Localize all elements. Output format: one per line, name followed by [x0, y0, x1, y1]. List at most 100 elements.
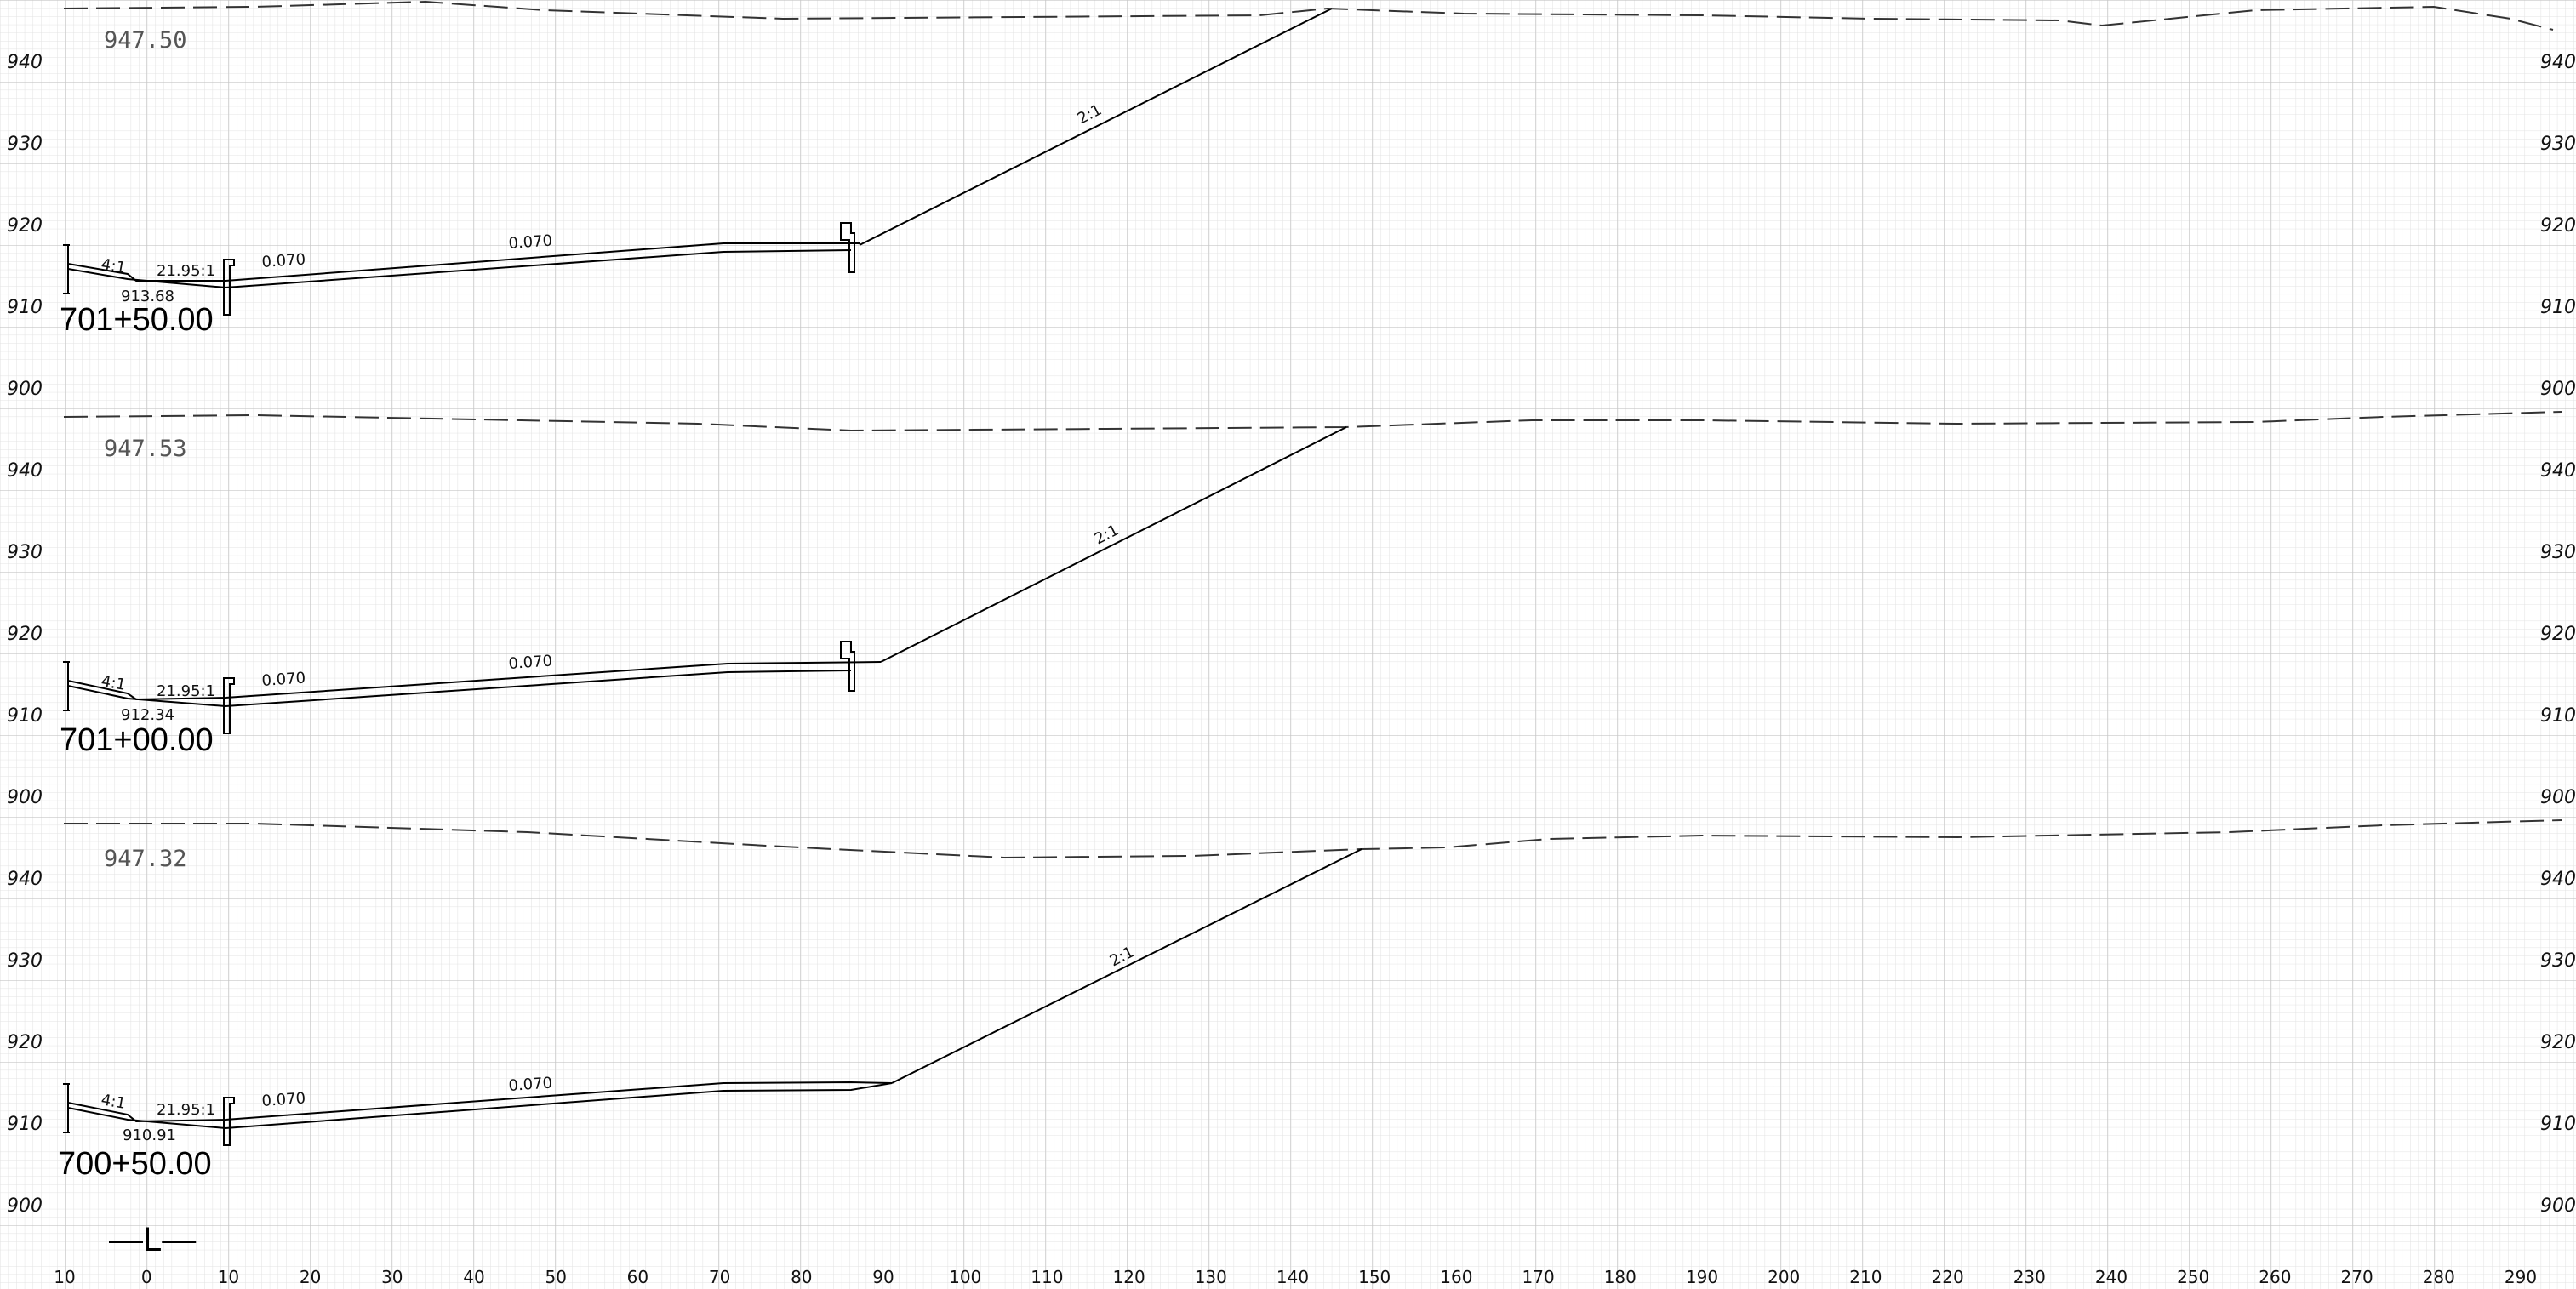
offset-label: 220	[1932, 1267, 1964, 1287]
left-curb	[223, 677, 235, 734]
pavement-top	[67, 242, 860, 282]
offset-label: 10	[54, 1267, 75, 1287]
section-701-50-labels: 947.50 4:1 21.95:1 0.070 0.070 2:1 913.6…	[60, 27, 1105, 338]
offset-label: 70	[709, 1267, 730, 1287]
left-limit-bracket	[63, 1083, 70, 1133]
section-701-00-labels: 947.53 4:1 21.95:1 0.070 0.070 2:1 912.3…	[60, 436, 1122, 758]
ditch-slope-label: 21.95:1	[157, 682, 215, 700]
station-label: 701+50.00	[60, 302, 214, 338]
elevation-label: 920	[7, 215, 43, 237]
offset-label: 140	[1277, 1267, 1309, 1287]
fill-slope-label: 4:1	[100, 255, 127, 277]
low-point-elevation-label: 913.68	[121, 288, 174, 305]
offset-label: 160	[1440, 1267, 1472, 1287]
fill-slope-label: 4:1	[100, 1091, 127, 1113]
pavement-bottom	[67, 1082, 893, 1130]
ground-elevation-label: 947.32	[104, 846, 187, 872]
elevation-label: 900	[2540, 1195, 2576, 1217]
section-700-50	[63, 819, 2562, 1146]
elevation-label: 910	[7, 297, 43, 318]
left-curb	[223, 259, 235, 316]
existing-ground-line	[63, 411, 2562, 432]
fill-slope-label: 4:1	[100, 672, 127, 694]
offset-label: 250	[2177, 1267, 2209, 1287]
cut-slope-line	[859, 8, 1333, 246]
elevation-label: 920	[2540, 215, 2576, 237]
elevation-label: 930	[7, 542, 43, 563]
elevation-label: 910	[2540, 705, 2576, 727]
low-point-elevation-label: 912.34	[121, 706, 174, 724]
offset-label: 130	[1195, 1267, 1227, 1287]
elevation-label: 900	[2540, 379, 2576, 400]
offset-label: 90	[872, 1267, 894, 1287]
ground-elevation-label: 947.50	[104, 27, 187, 54]
offset-label: 150	[1358, 1267, 1391, 1287]
offset-label: 20	[300, 1267, 321, 1287]
offset-label: 120	[1113, 1267, 1145, 1287]
offset-label: 80	[791, 1267, 812, 1287]
ditch-slope-label: 21.95:1	[157, 1101, 215, 1119]
lane-slope-label-2: 0.070	[508, 652, 553, 673]
offset-label: 110	[1031, 1267, 1063, 1287]
offset-label: 230	[2013, 1267, 2046, 1287]
cut-slope-line	[891, 848, 1362, 1084]
elevation-labels-left: 940 930 920 910 900 940 930 920 910 900 940 930 920 9…	[7, 52, 43, 1217]
ditch-slope-label: 21.95:1	[157, 262, 215, 280]
left-limit-bracket	[63, 244, 70, 294]
ground-elevation-label: 947.53	[104, 436, 187, 462]
lane-slope-label-1: 0.070	[261, 669, 306, 690]
existing-ground-line	[63, 0, 2554, 31]
centerline-symbol: —L—	[109, 1221, 196, 1258]
elevation-label: 900	[7, 379, 43, 400]
low-point-elevation-label: 910.91	[123, 1126, 176, 1144]
station-label: 700+50.00	[58, 1146, 212, 1182]
offset-label: 260	[2259, 1267, 2291, 1287]
elevation-label: 940	[7, 869, 43, 890]
lane-slope-label-1: 0.070	[261, 1089, 306, 1110]
offset-label: 10	[218, 1267, 239, 1287]
elevation-label: 920	[7, 1032, 43, 1053]
lane-slope-label-1: 0.070	[261, 250, 306, 271]
pavement-top	[67, 661, 882, 701]
pavement-bottom	[67, 670, 852, 708]
pavement-top	[67, 1081, 893, 1123]
offset-label: 280	[2423, 1267, 2455, 1287]
pavement-bottom	[67, 249, 852, 289]
elevation-label: 940	[2540, 869, 2576, 890]
elevation-label: 920	[2540, 1032, 2576, 1053]
elevation-label: 920	[2540, 624, 2576, 645]
offset-axis-labels: 10 0 10 20 30 40 50 60 70 80 90 100 110 120 130 140 150 1…	[54, 1267, 2537, 1287]
offset-label: 200	[1768, 1267, 1800, 1287]
elevation-label: 910	[7, 1114, 43, 1135]
left-curb	[223, 1097, 235, 1146]
elevation-label: 920	[7, 624, 43, 645]
elevation-label: 910	[2540, 1114, 2576, 1135]
elevation-label: 940	[2540, 460, 2576, 482]
elevation-label: 910	[2540, 297, 2576, 318]
elevation-label: 940	[7, 460, 43, 482]
cut-slope-line	[880, 426, 1347, 663]
offset-label: 100	[949, 1267, 981, 1287]
offset-label: 190	[1686, 1267, 1718, 1287]
elevation-labels-right: 940 930 920 910 900 940 930 920 910 900 940 930 920 9…	[2540, 52, 2576, 1217]
elevation-label: 940	[2540, 52, 2576, 73]
elevation-label: 930	[2540, 950, 2576, 972]
offset-label: 60	[627, 1267, 648, 1287]
elevation-label: 930	[7, 950, 43, 972]
section-701-00	[63, 411, 2562, 734]
station-label: 701+00.00	[60, 722, 214, 758]
offset-label: 290	[2505, 1267, 2537, 1287]
right-curb	[840, 641, 855, 692]
offset-label: 0	[141, 1267, 152, 1287]
section-701-50	[63, 0, 2554, 316]
offset-label: 170	[1522, 1267, 1555, 1287]
elevation-label: 930	[2540, 542, 2576, 563]
elevation-label: 900	[2540, 787, 2576, 808]
existing-ground-line	[64, 819, 2562, 859]
elevation-label: 900	[7, 787, 43, 808]
elevation-label: 900	[7, 1195, 43, 1217]
offset-label: 40	[463, 1267, 484, 1287]
